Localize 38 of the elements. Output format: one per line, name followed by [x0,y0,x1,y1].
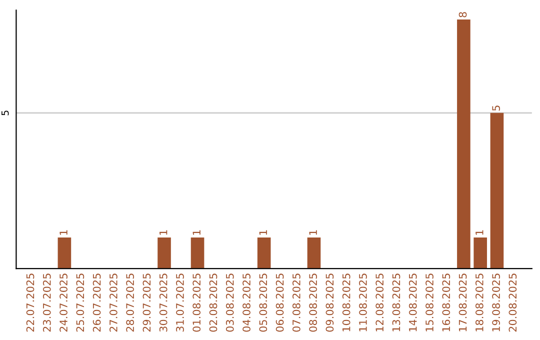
x-tick-label: 25.07.2025 [76,274,84,332]
x-tick-label: 04.08.2025 [242,274,250,332]
x-tick-label: 10.08.2025 [342,274,350,332]
x-tick-label: 06.08.2025 [276,274,284,332]
x-tick-label: 08.08.2025 [309,274,317,332]
x-tick-label: 03.08.2025 [226,274,234,332]
data-label: 5 [492,106,500,111]
x-tick-label: 30.07.2025 [159,274,168,332]
x-tick-label: 20.08.2025 [508,274,517,332]
x-tick-label: 22.07.2025 [26,274,34,332]
x-tick-label: 01.08.2025 [192,274,201,332]
data-label: 1 [192,230,200,235]
data-label: 8 [458,12,467,18]
x-tick-label: 05.08.2025 [259,274,268,332]
x-tick-label: 15.08.2025 [426,274,434,332]
x-tick-label: 09.08.2025 [326,274,334,332]
x-tick-label: 12.08.2025 [376,274,384,332]
x-tick-label: 27.07.2025 [109,274,118,332]
x-tick-label: 24.07.2025 [60,274,68,332]
data-label: 1 [60,230,68,235]
x-tick-label: 13.08.2025 [392,274,400,332]
x-tick-label: 11.08.2025 [359,274,367,332]
data-label: 1 [259,230,267,235]
x-tick-label: 31.07.2025 [176,274,184,332]
data-label: 1 [160,230,168,235]
x-tick-label: 14.08.2025 [408,274,417,332]
x-tick-label: 28.07.2025 [126,274,134,332]
x-tick-label: 29.07.2025 [142,274,151,332]
x-tick-label: 19.08.2025 [492,274,500,332]
x-tick-label: 16.08.2025 [442,274,450,332]
x-tick-label: 23.07.2025 [42,274,51,332]
x-tick-label: 26.07.2025 [92,274,101,332]
data-label: 1 [476,230,484,235]
x-tick-label: 02.08.2025 [209,274,218,332]
x-tick-label: 07.08.2025 [292,274,300,332]
x-tick-label: 17.08.2025 [458,274,467,332]
x-tick-label: 18.08.2025 [475,274,484,332]
data-label: 1 [309,230,317,235]
